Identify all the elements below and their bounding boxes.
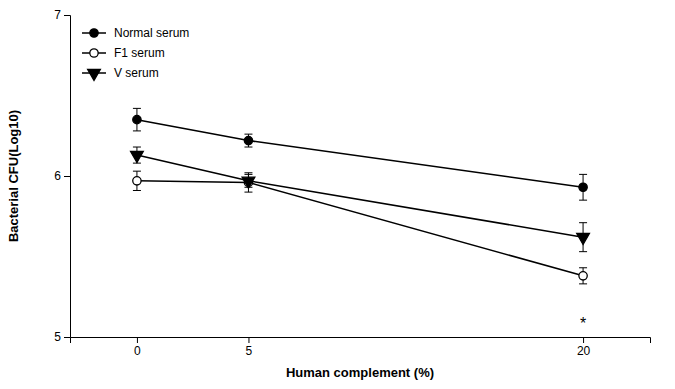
y-tick: 7 xyxy=(54,8,70,22)
series xyxy=(133,108,588,200)
point xyxy=(131,151,144,162)
error-bar-cap xyxy=(133,108,141,109)
error-bar xyxy=(133,171,141,190)
error-bar-cap xyxy=(133,171,141,172)
annotation: * xyxy=(580,315,586,332)
error-bar-cap xyxy=(244,134,252,135)
error-bar-cap xyxy=(579,222,587,223)
x-axis-line xyxy=(71,338,651,344)
legend-label: Normal serum xyxy=(114,26,189,40)
error-bar-cap xyxy=(579,174,587,175)
error-bar-cap xyxy=(133,130,141,131)
point xyxy=(579,272,587,280)
legend: Normal serum F1 serum V serum xyxy=(82,26,189,80)
legend-item: Normal serum xyxy=(82,26,189,40)
x-axis-title: Human complement (%) xyxy=(286,365,434,380)
y-tick-mark xyxy=(64,176,70,177)
legend-symbol xyxy=(90,29,98,37)
legend-symbol xyxy=(90,49,98,57)
y-axis: 5 6 7 xyxy=(54,8,70,344)
legend-symbol xyxy=(88,69,101,80)
error-bar-cap xyxy=(244,172,252,173)
y-tick: 5 xyxy=(54,330,70,344)
error-bar-cap xyxy=(579,283,587,284)
error-bar-cap xyxy=(133,147,141,148)
series xyxy=(133,171,588,284)
series-line xyxy=(137,181,583,276)
x-tick-mark xyxy=(137,337,138,343)
marks xyxy=(131,108,590,283)
error-bar-cap xyxy=(244,192,252,193)
y-tick-mark xyxy=(64,15,70,16)
y-tick-label: 7 xyxy=(54,8,61,22)
error-bar xyxy=(579,174,587,200)
x-tick: 0 xyxy=(134,337,141,358)
point xyxy=(242,177,255,188)
plot: 0 5 20 5 6 7 * Normal serum F1 serum V serum xyxy=(54,8,650,357)
point xyxy=(133,115,141,123)
error-bar-cap xyxy=(244,147,252,148)
y-axis-line xyxy=(64,16,71,338)
x-tick-label: 20 xyxy=(577,344,591,358)
x-tick-mark xyxy=(583,337,584,343)
error-bar xyxy=(244,134,252,147)
point xyxy=(244,136,252,144)
error-bar xyxy=(133,108,141,131)
x-tick-label: 0 xyxy=(134,344,141,358)
x-tick-mark xyxy=(248,337,249,343)
error-bar-cap xyxy=(579,251,587,252)
x-tick-label: 5 xyxy=(246,344,253,358)
error-bar-cap xyxy=(133,190,141,191)
legend-item: V serum xyxy=(82,66,159,80)
point xyxy=(579,183,587,191)
y-tick-label: 5 xyxy=(54,330,61,344)
x-tick: 5 xyxy=(246,337,253,358)
legend-label: V serum xyxy=(114,66,159,80)
y-tick-label: 6 xyxy=(54,169,61,183)
point xyxy=(577,234,590,245)
error-bar-cap xyxy=(579,200,587,201)
y-tick-mark xyxy=(64,337,70,338)
chart: 0 5 20 5 6 7 * Normal serum F1 serum V serum Human… xyxy=(0,0,675,389)
legend-item: F1 serum xyxy=(82,46,165,60)
x-tick: 20 xyxy=(577,337,591,358)
point xyxy=(133,177,141,185)
series-line xyxy=(137,120,583,188)
y-axis-title: Bacterial CFU(Log10) xyxy=(6,110,21,242)
y-tick: 6 xyxy=(54,169,70,183)
error-bar-cap xyxy=(244,174,252,175)
legend-label: F1 serum xyxy=(114,46,165,60)
error-bar xyxy=(579,268,587,284)
x-axis: 0 5 20 xyxy=(71,337,651,358)
error-bar-cap xyxy=(579,267,587,268)
series-line xyxy=(137,155,583,237)
series xyxy=(131,147,590,252)
